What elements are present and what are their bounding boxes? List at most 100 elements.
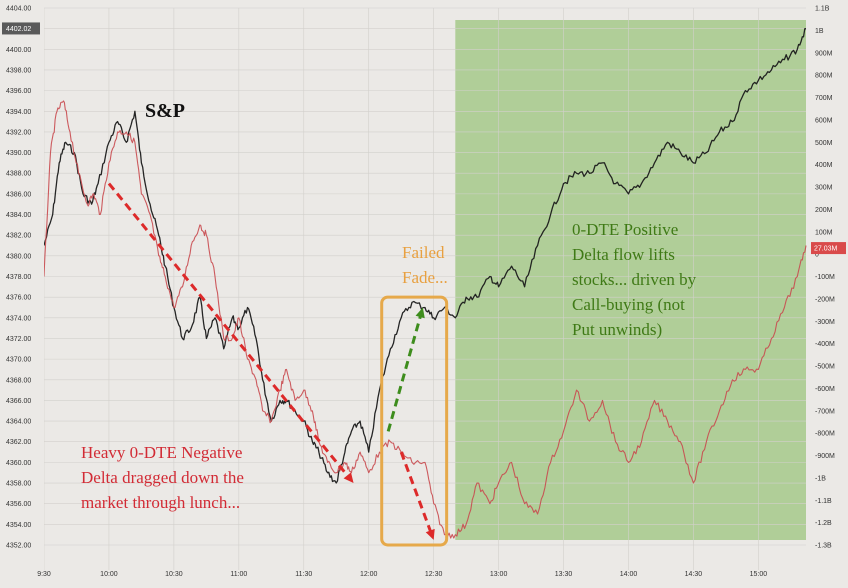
shaded-region [455, 20, 806, 540]
y-right-tick-label: 600M [815, 117, 833, 124]
x-tick-label: 10:00 [100, 571, 118, 578]
y-left-tick-label: 4382.00 [6, 233, 31, 240]
y-right-tick-label: 700M [815, 95, 833, 102]
y-right-tick-label: 1.1B [815, 6, 830, 13]
y-right-tick-label: -1.1B [815, 498, 832, 505]
arrow-1-head [343, 472, 354, 484]
y-right-tick-label: 800M [815, 73, 833, 80]
x-tick-label: 14:30 [685, 571, 703, 578]
left-axis-bg [0, 0, 44, 588]
y-left-last-value-text: 4402.02 [6, 26, 31, 33]
annotation-negative-line-3: market through lunch... [81, 493, 240, 512]
y-left-tick-label: 4404.00 [6, 6, 31, 13]
right-axis: 1.1B 1B 900M 800M 700M 600M 500M 400M 300M 200M 10… [810, 0, 848, 588]
left-axis: 4404.004402.004400.004398.004396.004394.… [0, 0, 44, 588]
x-tick-label: 13:30 [555, 571, 573, 578]
arrow-1-shaft [107, 182, 350, 478]
y-left-tick-label: 4362.00 [6, 439, 31, 446]
y-left-tick-label: 4398.00 [6, 67, 31, 74]
x-tick-label: 12:30 [425, 571, 443, 578]
y-right-tick-label: -400M [815, 341, 835, 348]
y-left-tick-label: 4376.00 [6, 295, 31, 302]
x-tick-label: 9:30 [37, 571, 51, 578]
y-right-tick-label: -900M [815, 453, 835, 460]
shaded-region-layer [455, 20, 806, 540]
highlight-box-layer [380, 295, 449, 547]
x-tick-label: 12:00 [360, 571, 378, 578]
gridlines [43, 7, 806, 570]
x-tick-label: 14:00 [620, 571, 638, 578]
y-right-tick-label: -100M [815, 274, 835, 281]
annotation-positive-line-4: Call-buying (not [572, 295, 685, 314]
annotation-failed-line-1: Failed [402, 243, 445, 262]
annotation-positive-line-2: Delta flow lifts [572, 245, 675, 264]
y-left-tick-label: 4372.00 [6, 336, 31, 343]
y-left-tick-label: 4366.00 [6, 398, 31, 405]
y-right-tick-label: -600M [815, 386, 835, 393]
y-left-tick-label: 4396.00 [6, 88, 31, 95]
annotation-negative-line-1: Heavy 0-DTE Negative [81, 443, 242, 462]
right-axis-bg [810, 0, 848, 588]
x-tick-label: 10:30 [165, 571, 183, 578]
arrow-layer [107, 182, 435, 540]
y-left-tick-label: 4360.00 [6, 460, 31, 467]
arrow-2-shaft [386, 315, 422, 432]
sp-label: S&P [145, 100, 185, 122]
x-tick-label: 11:00 [230, 571, 247, 578]
y-right-tick-label: 400M [815, 162, 833, 169]
y-left-tick-label: 4356.00 [6, 501, 31, 508]
x-axis: 9:30 10:00 10:30 11:00 11:30 12:00 12:30 13:00 1… [37, 571, 767, 578]
y-left-tick-label: 4364.00 [6, 419, 31, 426]
y-left-tick-label: 4400.00 [6, 47, 31, 54]
y-left-tick-label: 4354.00 [6, 522, 31, 529]
y-left-tick-label: 4386.00 [6, 191, 31, 198]
y-right-tick-label: 100M [815, 229, 833, 236]
y-right-tick-label: -700M [815, 408, 835, 415]
series-sp-line [43, 28, 807, 484]
y-left-tick-label: 4394.00 [6, 109, 31, 116]
y-left-last-value-badge [2, 22, 40, 35]
y-left-tick-label: 4380.00 [6, 253, 31, 260]
series-delta-line [43, 100, 807, 539]
arrow-2-head [415, 307, 425, 319]
y-right-last-value-badge [811, 242, 846, 255]
x-tick-label: 13:00 [490, 571, 508, 578]
y-left-tick-label: 4358.00 [6, 481, 31, 488]
y-right-tick-label: 200M [815, 207, 833, 214]
y-right-tick-label: -1B [815, 475, 826, 482]
annotation-positive-line-1: 0-DTE Positive [572, 220, 678, 239]
annotation-positive-line-5: Put unwinds) [572, 320, 662, 339]
y-left-tick-label: 4378.00 [6, 274, 31, 281]
y-right-tick-label: -300M [815, 319, 835, 326]
series-layer [43, 28, 807, 539]
y-right-tick-label: 0 [815, 252, 819, 259]
y-left-tick-label: 4368.00 [6, 377, 31, 384]
y-right-last-value-text: 27.03M [814, 246, 838, 253]
y-right-tick-label: -1.3B [815, 543, 832, 550]
y-left-tick-label: 4352.00 [6, 543, 31, 550]
highlight-box [380, 295, 449, 547]
annotation-positive-line-3: stocks... driven by [572, 270, 697, 289]
x-tick-label: 15:00 [750, 571, 768, 578]
y-left-tick-label: 4370.00 [6, 357, 31, 364]
y-right-tick-label: 1B [815, 28, 824, 35]
y-left-tick-label: 4392.00 [6, 129, 31, 136]
annotation-failed: Failed Fade... [402, 243, 449, 287]
y-right-tick-label: 300M [815, 185, 833, 192]
annotation-positive: 0-DTE Positive Delta flow lifts stocks..… [572, 220, 700, 339]
annotation-failed-line-2: Fade... [402, 268, 448, 287]
y-right-tick-label: 900M [815, 50, 833, 57]
arrow-3-shaft [399, 451, 433, 533]
x-tick-label: 11:30 [295, 571, 312, 578]
annotation-negative-line-2: Delta dragged down the [81, 468, 244, 487]
y-right-tick-label: -1.2B [815, 520, 832, 527]
y-right-tick-label: -800M [815, 431, 835, 438]
annotation-negative: Heavy 0-DTE Negative Delta dragged down … [81, 443, 248, 512]
arrow-3-head [425, 528, 435, 540]
y-right-tick-label: -500M [815, 364, 835, 371]
y-right-tick-label: 500M [815, 140, 833, 147]
y-left-tick-label: 4374.00 [6, 315, 31, 322]
y-left-tick-label: 4390.00 [6, 150, 31, 157]
y-left-tick-label: 4384.00 [6, 212, 31, 219]
